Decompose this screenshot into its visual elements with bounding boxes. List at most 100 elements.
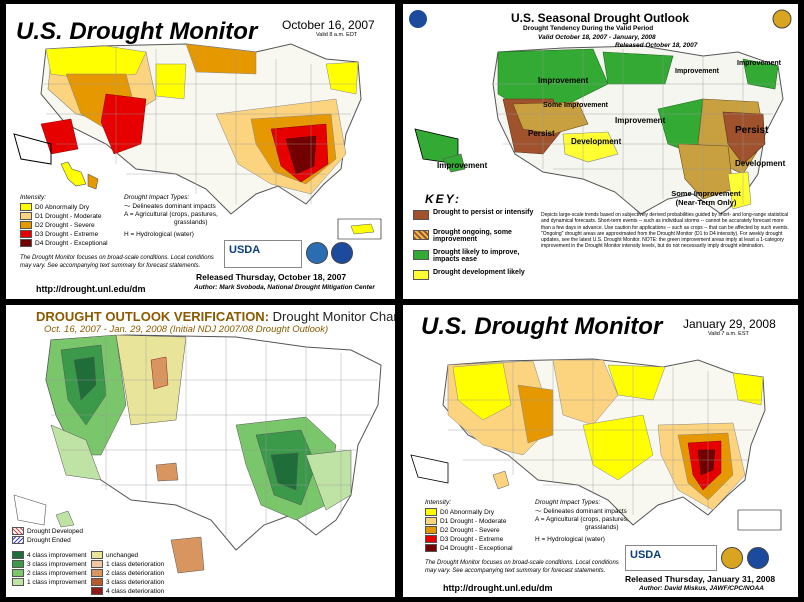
legend-item-d1: D1 Drought - Moderate: [425, 517, 513, 526]
outlook-title: U.S. Seasonal Drought Outlook: [511, 11, 690, 25]
legend-label: 4 class deterioration: [106, 588, 165, 595]
legend-label: D0 Abnormally Dry: [440, 509, 495, 516]
key-item-ongoing: Drought ongoing, some improvement: [413, 229, 538, 249]
legend-item-d0: D0 Abnormally Dry: [425, 508, 513, 517]
valid-time: Valid 7 a.m. EST: [708, 331, 749, 337]
legend-label: unchanged: [106, 552, 139, 559]
ongoing-swatch: [413, 230, 429, 240]
usda-logo-text: USDA: [229, 244, 261, 256]
legend-label: D2 Drought - Severe: [440, 527, 500, 534]
impact-item: Delineates dominant impacts: [132, 203, 216, 210]
legend-item-d1: D1 Drought - Moderate: [20, 212, 108, 221]
drought-change-map: [13, 334, 382, 574]
panel-title: U.S. Drought Monitor: [421, 313, 663, 340]
legend-label: Drought Developed: [27, 528, 84, 535]
website-url[interactable]: http://drought.unl.edu/dm: [36, 284, 146, 294]
legend-label: D4 Drought - Exceptional: [35, 240, 108, 247]
us-outlook-map: [409, 9, 792, 215]
impact-item: H = Hydrological (water): [535, 536, 605, 543]
legend-item: 3 class deterioration: [91, 578, 164, 587]
map-label: Some Improvement: [543, 102, 608, 109]
legend-item: 4 class deterioration: [91, 587, 164, 596]
legend-item-d3: D3 Drought - Extreme: [20, 230, 108, 239]
impact-legend: 〜 Delineates dominant impacts A = Agricu…: [535, 508, 629, 544]
noaa-logo-icon: [747, 547, 769, 569]
verification-title-part-a: DROUGHT OUTLOOK VERIFICATION:: [36, 309, 270, 324]
intensity-legend-title: Intensity:: [425, 499, 452, 506]
development-swatch: [413, 270, 429, 280]
outlook-valid-period: Valid October 18, 2007 - January, 2008: [538, 34, 656, 41]
release-date: Released Thursday, October 18, 2007: [196, 272, 347, 282]
legend-item: 4 class improvement: [12, 551, 87, 560]
impact-legend-title: Drought Impact Types:: [535, 499, 601, 506]
impact-line-icon: 〜: [535, 508, 544, 515]
legend-label: D3 Drought - Extreme: [440, 536, 504, 543]
intensity-legend-title: Intensity:: [20, 194, 47, 201]
legend-item-d2: D2 Drought - Severe: [425, 526, 513, 535]
legend-item: 1 class deterioration: [91, 560, 164, 569]
d4-swatch: [20, 239, 32, 248]
ended-hatch-swatch: [12, 536, 24, 545]
verification-panel: DROUGHT OUTLOOK VERIFICATION: Drought Mo…: [6, 305, 395, 597]
key-item-development: Drought development likely: [413, 269, 538, 289]
outlook-subtitle: Drought Tendency During the Valid Period: [523, 25, 654, 32]
key-item-persist: Drought to persist or intensify: [413, 209, 538, 229]
persist-swatch: [413, 210, 429, 220]
legend-label: D0 Abnormally Dry: [35, 204, 90, 211]
verification-title-part-b: Drought Monitor Change: [272, 309, 395, 324]
legend-label: D1 Drought - Moderate: [35, 213, 102, 220]
legend-item: 2 class deterioration: [91, 569, 164, 578]
valid-time: Valid 8 a.m. EDT: [316, 32, 358, 38]
legend-swatch: [91, 560, 103, 569]
key-label: Drought ongoing, some improvement: [433, 229, 512, 243]
noaa-logo-icon: [409, 10, 427, 28]
legend-label: 3 class deterioration: [106, 579, 165, 586]
map-label: Development: [571, 137, 622, 146]
website-url[interactable]: http://drought.unl.edu/dm: [443, 583, 553, 593]
impact-item: A = Agricultural (crops, pastures,: [124, 211, 218, 218]
d0-swatch: [425, 508, 437, 517]
d0-swatch: [20, 203, 32, 212]
impact-item: H = Hydrological (water): [124, 231, 194, 238]
impact-line-icon: 〜: [124, 203, 133, 210]
intensity-legend: D0 Abnormally Dry D1 Drought - Moderate …: [425, 508, 513, 553]
us-map-jan-2008: [410, 358, 782, 531]
legend-label: D1 Drought - Moderate: [440, 518, 507, 525]
legend-swatch: [12, 551, 24, 560]
impact-line-icon-row: 〜 Delineates dominant impacts: [124, 203, 218, 211]
doc-seal-icon: [721, 547, 743, 569]
map-label: Improvement: [437, 161, 488, 170]
key-label: Drought development likely: [433, 269, 525, 276]
doc-seal-icon: [772, 9, 792, 29]
d4-swatch: [425, 544, 437, 553]
map-label: Improvement: [675, 68, 719, 75]
author-credit: Author: David Miskus, JAWF/CPC/NOAA: [639, 585, 764, 592]
impact-item: Delineates dominant impacts: [543, 508, 627, 515]
change-legend-improvement: 4 class improvement 3 class improvement …: [12, 551, 87, 587]
key-label: Drought to persist or intensify: [433, 209, 534, 216]
doc-seal-icon: [306, 242, 328, 264]
legend-label: Drought Ended: [27, 537, 71, 544]
verification-subtitle: Oct. 16, 2007 - Jan. 29, 2008 (Initial N…: [44, 324, 329, 335]
legend-item-d3: D3 Drought - Extreme: [425, 535, 513, 544]
key-title: KEY:: [425, 192, 462, 206]
legend-item-d4: D4 Drought - Exceptional: [20, 239, 108, 248]
legend-swatch: [91, 551, 103, 560]
legend-item: 1 class improvement: [12, 578, 87, 587]
impact-line-icon-row: 〜 Delineates dominant impacts: [535, 508, 629, 516]
verification-title: DROUGHT OUTLOOK VERIFICATION: Drought Mo…: [36, 309, 395, 324]
noaa-logo-icon: [331, 242, 353, 264]
legend-item-d0: D0 Abnormally Dry: [20, 203, 108, 212]
key-label: Drought likely to improve, impacts ease: [433, 249, 520, 263]
impact-item: grasslands): [174, 219, 208, 226]
legend-label: 4 class improvement: [27, 552, 87, 559]
map-label: Development: [735, 159, 786, 168]
drought-monitor-jan-2008-panel: U.S. Drought Monitor January 29, 2008 Va…: [403, 305, 798, 597]
improve-swatch: [413, 250, 429, 260]
release-date: Released Thursday, January 31, 2008: [625, 574, 776, 584]
hatch-item-developed: Drought Developed: [12, 527, 83, 536]
usda-logo: USDA: [224, 240, 302, 268]
outlook-key: Drought to persist or intensify Drought …: [413, 209, 538, 289]
developed-hatch-swatch: [12, 527, 24, 536]
legend-item: unchanged: [91, 551, 164, 560]
